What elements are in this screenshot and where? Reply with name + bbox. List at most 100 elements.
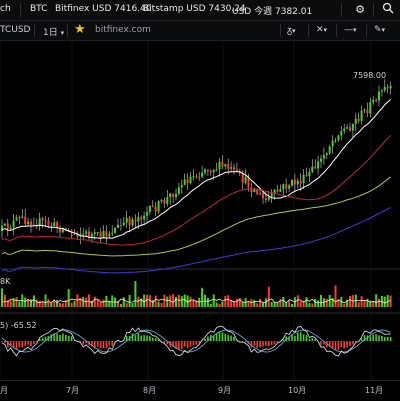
volume-bar [186,295,189,307]
volume-bar [296,295,299,307]
candle-body [192,176,195,178]
compare-button[interactable]: ✕▾ [316,25,327,35]
oscillator-bar [372,334,374,341]
oscillator-bar [282,339,285,341]
oscillator-bar [183,341,186,347]
candle-body [102,230,105,239]
oscillator-bar [285,336,287,341]
oscillator-bar [244,341,247,343]
ticker-exchange: USD [232,7,252,17]
volume-bar [117,301,119,307]
oscillator-bar [56,333,58,341]
oscillator-bar [250,341,253,348]
candle-body [105,230,108,237]
volume-bar [264,298,267,307]
candle-body [282,184,285,190]
oscillator-bar [294,335,296,341]
volume-bar [273,301,276,307]
candle-body [270,193,273,198]
candle-body [212,169,215,173]
oscillator-bar [369,336,372,341]
oscillator-bar [65,334,67,341]
volume-bar [311,303,314,307]
oscillator-bar [349,341,351,347]
candle-body [35,225,38,227]
ticker-price: 7416.40 [114,4,152,14]
volume-bar [349,296,351,307]
candle-body [70,229,73,233]
candle-body [276,189,279,192]
volume-bar [131,303,134,307]
candle-body [99,232,102,239]
volume-bar [148,295,151,307]
chart-area[interactable]: 7598.00 8K 5) -65.52 [0,41,400,380]
volume-bar [172,294,175,307]
volume-bar [73,300,76,307]
oscillator-bar [44,336,47,341]
oscillator-bar [181,341,183,350]
candle-body [264,198,267,200]
pair-selector[interactable]: TCUSD [0,25,31,35]
ticker-currency: 今週 [254,7,273,17]
volume-bar [38,300,41,307]
draw-button[interactable]: ✎▾ [374,25,385,35]
candle-body [340,131,343,136]
oscillator-bar [143,335,145,341]
divider [67,24,68,37]
volume-bar [209,303,212,307]
volume-bar [253,300,256,307]
candle-body [59,227,61,233]
ma-line-fast [1,99,391,239]
candle-body [131,219,134,226]
x-tick: 9月 [218,386,232,395]
ma-line-long [1,207,391,274]
oscillator-bar [215,333,218,341]
candle-body [146,212,148,216]
volume-bar [276,302,279,307]
template-button[interactable]: —▾ [344,25,357,35]
volume-bar [125,303,128,307]
volume-bar [372,301,375,307]
search-icon[interactable] [380,2,396,18]
oscillator-bar [334,341,337,350]
volume-bar [30,299,32,307]
oscillator-bar [175,341,177,350]
oscillator-bar [360,338,363,341]
volume-bar [235,298,238,307]
ma-line-slow [1,176,391,257]
symbol-label[interactable]: BTC [30,4,48,14]
indicators-button[interactable]: ᵹ▾ [287,25,296,36]
oscillator-bar [149,336,151,341]
volume-bar [12,298,15,307]
candle-body [366,109,369,114]
interval-selector[interactable]: 1日 ▾ [43,25,64,38]
volume-bar [128,294,131,307]
oscillator-bar [299,332,302,341]
volume-bar [360,296,363,307]
gear-icon[interactable]: ⚙ [355,3,365,16]
candle-body [151,206,154,208]
bar-chart-icon: ᵹ [287,26,293,36]
volume-bar [93,296,96,307]
chart-toolbar: TCUSD 1日 ▾ ★ bitfinex.com ᵹ▾ ✕▾ —▾ ✎▾ [0,21,400,41]
volume-bar [215,302,218,307]
x-tick: 7月 [66,386,80,395]
price-chart[interactable] [0,41,400,380]
candle-body [360,110,363,122]
candle-body [82,233,85,235]
oscillator-bar [163,341,166,343]
candle-body [201,172,204,177]
candle-body [41,218,44,221]
volume-bar [163,294,166,307]
volume-bar [291,303,293,307]
candle-body [175,193,177,198]
oscillator-bar [99,341,102,349]
volume-bar [233,302,235,307]
star-icon[interactable]: ★ [74,22,86,37]
candle-body [108,233,111,237]
divider [20,3,21,17]
candle-body [262,193,264,199]
candle-body [291,179,293,186]
candle-body [172,193,175,198]
oscillator-bar [389,336,392,341]
